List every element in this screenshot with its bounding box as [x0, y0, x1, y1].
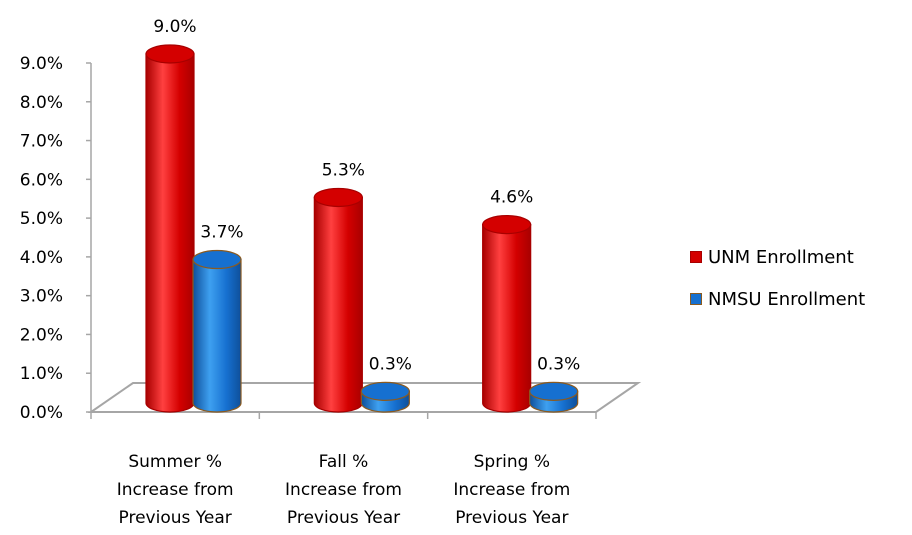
bar-body — [192, 258, 242, 413]
y-tick-label: 2.0% — [20, 325, 63, 345]
bar-top — [529, 381, 579, 401]
x-category-label: Increase from — [453, 480, 570, 500]
data-label: 3.7% — [200, 223, 243, 243]
data-label: 4.6% — [490, 188, 533, 208]
data-label: 0.3% — [369, 354, 412, 374]
bar-top — [145, 44, 195, 64]
y-axis: 0.0% 1.0% 2.0% 3.0% 4.0% 5.0% 6.0% 7.0% 8.0% 9.0% — [20, 54, 597, 423]
y-tick-label: 1.0% — [20, 364, 63, 384]
legend-swatch-nmsu — [690, 293, 702, 305]
data-labels: 9.0% 3.7% 5.3% 0.3% 4.6% 0.3% — [153, 17, 580, 374]
data-label: 9.0% — [153, 17, 196, 37]
bar-body — [313, 196, 363, 413]
bars — [145, 44, 579, 413]
bar-unm — [313, 187, 363, 413]
bar-body — [145, 53, 195, 413]
bar-body — [482, 224, 532, 413]
bar-top — [482, 215, 532, 235]
bar-nmsu — [529, 381, 579, 413]
bar-unm — [145, 44, 195, 413]
bar-unm — [482, 215, 532, 413]
bar-top — [360, 381, 410, 401]
x-category-label: Increase from — [285, 480, 402, 500]
bar-nmsu — [360, 381, 410, 413]
bar-nmsu — [192, 249, 242, 413]
x-category-label: Previous Year — [455, 508, 568, 528]
x-category-label: Spring % — [474, 452, 550, 472]
y-tick-label: 7.0% — [20, 132, 63, 152]
bar-top — [313, 187, 363, 208]
legend-label-unm: UNM Enrollment — [708, 246, 854, 268]
legend-item-unm: UNM Enrollment — [690, 246, 865, 268]
y-tick-label: 5.0% — [20, 209, 63, 229]
y-tick-label: 3.0% — [20, 287, 63, 307]
bar-top — [192, 249, 242, 270]
y-tick-label: 8.0% — [20, 93, 63, 113]
legend-item-nmsu: NMSU Enrollment — [690, 288, 865, 310]
x-category-label: Increase from — [117, 480, 234, 500]
y-tick-label: 0.0% — [20, 403, 63, 423]
legend-label-nmsu: NMSU Enrollment — [708, 288, 866, 310]
x-category-label: Previous Year — [119, 508, 232, 528]
legend-swatch-unm — [690, 251, 702, 263]
y-tick-label: 9.0% — [20, 54, 63, 74]
y-tick-label: 4.0% — [20, 248, 63, 268]
x-axis-labels: Summer % Increase from Previous Year Fall %… — [117, 452, 571, 528]
x-category-label: Summer % — [128, 452, 222, 472]
x-category-label: Fall % — [319, 452, 369, 472]
legend: UNM Enrollment NMSU Enrollment — [690, 246, 865, 330]
data-label: 5.3% — [322, 160, 365, 180]
y-tick-label: 6.0% — [20, 170, 63, 190]
data-label: 0.3% — [537, 354, 580, 374]
x-category-label: Previous Year — [287, 508, 400, 528]
